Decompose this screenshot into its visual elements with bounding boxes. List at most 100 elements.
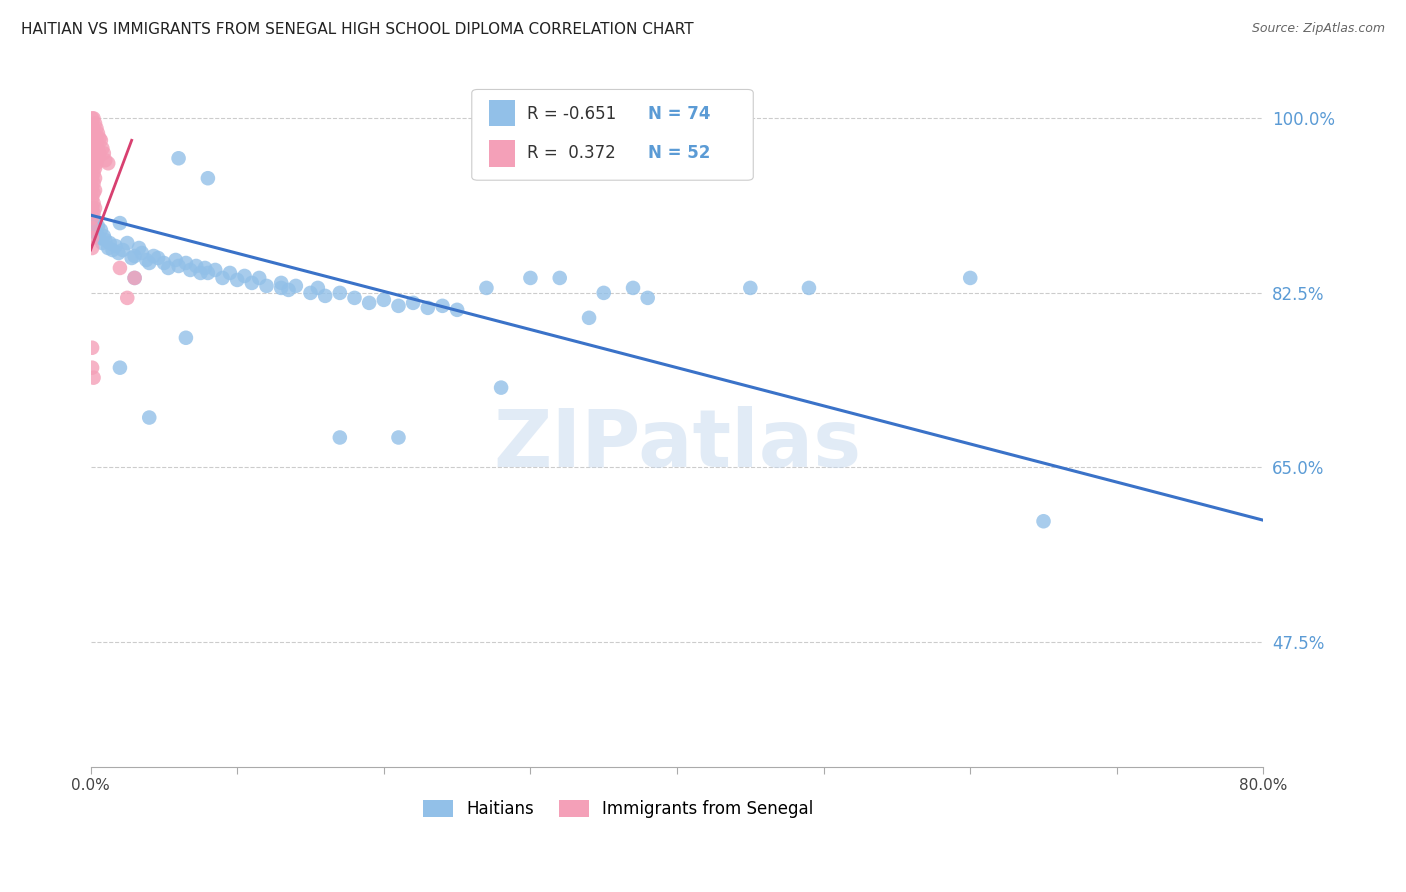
- Point: [519, 271, 541, 285]
- Point: [86, 156, 108, 170]
- Point: [138, 256, 160, 270]
- Point: [87, 126, 110, 140]
- Point: [83, 186, 105, 201]
- Point: [83, 136, 105, 151]
- Point: [108, 260, 131, 275]
- Point: [84, 216, 107, 230]
- Text: ZIPatlas: ZIPatlas: [494, 407, 860, 484]
- Point: [314, 289, 336, 303]
- Point: [117, 291, 139, 305]
- Point: [80, 191, 103, 205]
- Point: [174, 256, 197, 270]
- Point: [107, 246, 129, 260]
- Point: [90, 223, 112, 237]
- Point: [131, 246, 153, 260]
- FancyBboxPatch shape: [472, 89, 754, 180]
- Text: R = -0.651: R = -0.651: [527, 105, 616, 123]
- Point: [86, 226, 108, 240]
- Point: [307, 281, 329, 295]
- Point: [80, 146, 103, 161]
- Point: [80, 171, 103, 186]
- Point: [83, 206, 105, 220]
- Point: [80, 221, 103, 235]
- Point: [578, 310, 600, 325]
- Point: [343, 291, 366, 305]
- Point: [247, 271, 270, 285]
- Point: [83, 112, 105, 126]
- Point: [80, 112, 103, 126]
- Point: [128, 241, 150, 255]
- Point: [80, 360, 103, 375]
- Point: [80, 151, 103, 165]
- Point: [83, 156, 105, 170]
- Point: [157, 260, 180, 275]
- Point: [83, 370, 105, 384]
- Point: [219, 266, 242, 280]
- Point: [97, 156, 120, 170]
- Point: [124, 249, 146, 263]
- Point: [186, 259, 208, 273]
- Y-axis label: High School Diploma: High School Diploma: [0, 345, 7, 490]
- Point: [80, 341, 103, 355]
- Point: [432, 299, 454, 313]
- Point: [80, 231, 103, 245]
- Point: [87, 151, 110, 165]
- Point: [93, 146, 115, 161]
- Point: [240, 276, 263, 290]
- Point: [373, 293, 395, 307]
- Point: [548, 271, 571, 285]
- Point: [146, 251, 169, 265]
- Point: [104, 239, 127, 253]
- Point: [86, 146, 108, 161]
- Point: [233, 268, 256, 283]
- Point: [80, 126, 103, 140]
- Point: [402, 296, 425, 310]
- Point: [80, 161, 103, 176]
- Point: [329, 430, 352, 444]
- Point: [226, 273, 249, 287]
- Point: [387, 430, 409, 444]
- Point: [80, 201, 103, 215]
- Text: HAITIAN VS IMMIGRANTS FROM SENEGAL HIGH SCHOOL DIPLOMA CORRELATION CHART: HAITIAN VS IMMIGRANTS FROM SENEGAL HIGH …: [21, 22, 693, 37]
- Point: [270, 281, 292, 295]
- Point: [138, 410, 160, 425]
- Point: [621, 281, 644, 295]
- Point: [84, 171, 107, 186]
- Text: N = 52: N = 52: [648, 144, 710, 161]
- Point: [84, 141, 107, 155]
- Point: [97, 241, 120, 255]
- Point: [89, 231, 111, 245]
- Legend: Haitians, Immigrants from Senegal: Haitians, Immigrants from Senegal: [416, 793, 820, 824]
- Point: [284, 279, 307, 293]
- Point: [416, 301, 439, 315]
- Point: [256, 279, 278, 293]
- Point: [83, 121, 105, 136]
- Point: [797, 281, 820, 295]
- Point: [84, 116, 107, 130]
- Point: [329, 285, 352, 300]
- Point: [142, 249, 165, 263]
- Point: [86, 133, 108, 147]
- Point: [101, 243, 124, 257]
- Point: [111, 243, 134, 257]
- Point: [204, 263, 226, 277]
- Point: [94, 233, 117, 247]
- Point: [1032, 514, 1054, 528]
- Point: [89, 131, 111, 145]
- Point: [87, 141, 110, 155]
- Point: [94, 153, 117, 168]
- Point: [124, 271, 146, 285]
- Point: [167, 151, 190, 165]
- Point: [84, 201, 107, 215]
- Point: [80, 136, 103, 151]
- Text: N = 74: N = 74: [648, 105, 710, 123]
- Point: [93, 229, 115, 244]
- Point: [84, 151, 107, 165]
- Point: [592, 285, 614, 300]
- Point: [121, 251, 143, 265]
- Point: [84, 131, 107, 145]
- Text: Source: ZipAtlas.com: Source: ZipAtlas.com: [1251, 22, 1385, 36]
- Point: [83, 166, 105, 180]
- Point: [108, 360, 131, 375]
- Point: [80, 211, 103, 226]
